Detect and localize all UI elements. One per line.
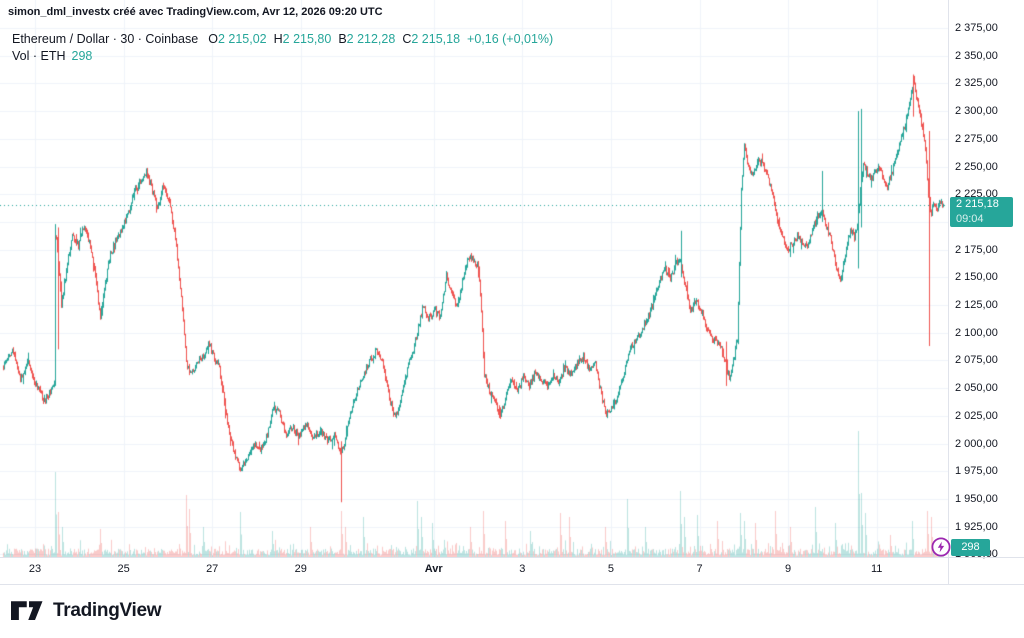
- price-axis-label: 2 050,00: [955, 382, 998, 395]
- legend-volume-value: 298: [71, 49, 93, 63]
- legend-symbol-title[interactable]: Ethereum / Dollar · 30 · Coinbase: [12, 32, 199, 46]
- price-axis-label: 1 925,00: [955, 520, 998, 533]
- legend-ohlc-item: B2 212,28: [338, 32, 396, 46]
- time-axis-label: 27: [206, 563, 219, 575]
- legend-ohlc-item: C2 215,18: [402, 32, 461, 46]
- price-axis-label: 2 150,00: [955, 271, 998, 284]
- candle-countdown: 09:04: [956, 213, 984, 226]
- time-axis-label: 23: [28, 563, 42, 575]
- tradingview-logo[interactable]: TradingView: [11, 597, 162, 625]
- time-axis-label: 25: [117, 563, 130, 575]
- price-axis-label: 2 325,00: [955, 77, 998, 90]
- time-axis-label: 7: [696, 563, 703, 575]
- price-axis-label: 1 975,00: [955, 465, 998, 478]
- price-axis-border: [948, 0, 949, 584]
- time-axis-label: 5: [607, 563, 614, 575]
- price-axis-label: 2 175,00: [955, 243, 998, 256]
- price-axis-label: 2 075,00: [955, 354, 998, 367]
- price-axis-label: 2 275,00: [955, 132, 998, 145]
- legend-ohlc-values: O2 215,02 H2 215,80 B2 212,28 C2 215,18: [208, 32, 467, 46]
- time-axis-label: 29: [294, 563, 307, 575]
- price-chart-canvas[interactable]: [0, 0, 948, 557]
- last-price-value: 2 215,18: [956, 198, 999, 211]
- last-price-badge: 2 215,18 09:04: [950, 197, 1013, 228]
- time-axis-label: Avr: [424, 563, 443, 575]
- price-axis-label: 2 000,00: [955, 437, 998, 450]
- chart-attribution: simon_dml_investx créé avec TradingView.…: [8, 6, 383, 18]
- boost-lightning-icon[interactable]: [931, 537, 951, 557]
- tradingview-logo-text: TradingView: [53, 600, 162, 621]
- legend-volume-label: Vol · ETH: [12, 49, 66, 63]
- price-axis-label: 2 100,00: [955, 326, 998, 339]
- bottom-border: [0, 584, 1024, 585]
- time-axis-label: 9: [785, 563, 792, 575]
- legend-ohlc-item: H2 215,80: [273, 32, 332, 46]
- time-axis-label: 11: [870, 563, 883, 575]
- price-axis-label: 2 025,00: [955, 409, 998, 422]
- tradingview-logo-icon: [11, 601, 43, 620]
- price-axis-label: 2 250,00: [955, 160, 998, 173]
- time-axis-border: [0, 557, 1024, 558]
- legend-row-volume: Vol · ETH 298: [12, 49, 92, 63]
- footer: TradingView: [0, 585, 1024, 638]
- price-axis-label: 2 350,00: [955, 49, 998, 62]
- legend-row-symbol: Ethereum / Dollar · 30 · Coinbase O2 215,…: [12, 32, 553, 46]
- price-axis[interactable]: 2 375,00 2 350,00 2 325,00 2 300,00 2 275,00…: [949, 0, 1024, 584]
- time-axis-label: 3: [519, 563, 526, 575]
- legend-change: +0,16 (+0,01%): [467, 32, 554, 46]
- price-axis-label: 1 950,00: [955, 492, 998, 505]
- price-axis-label: 2 375,00: [955, 22, 998, 34]
- chart-area: simon_dml_investx créé avec TradingView.…: [0, 0, 1024, 585]
- volume-value-badge: 298: [951, 539, 990, 556]
- legend-ohlc-item: O2 215,02: [208, 32, 267, 46]
- price-axis-label: 2 300,00: [955, 105, 998, 118]
- price-axis-label: 2 125,00: [955, 299, 998, 311]
